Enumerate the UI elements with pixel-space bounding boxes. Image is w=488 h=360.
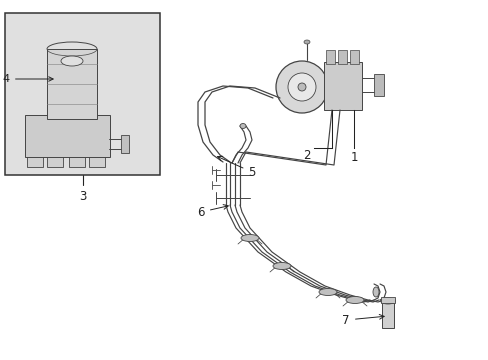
Bar: [69, 155, 85, 167]
Bar: [47, 49, 97, 119]
Bar: [25, 115, 110, 157]
Bar: [380, 297, 394, 303]
Bar: [27, 155, 43, 167]
Ellipse shape: [240, 123, 245, 129]
Ellipse shape: [346, 297, 363, 303]
Bar: [381, 302, 393, 328]
Text: 1: 1: [349, 151, 357, 164]
Ellipse shape: [372, 287, 378, 297]
Ellipse shape: [275, 61, 327, 113]
Text: 4: 4: [3, 74, 53, 84]
Ellipse shape: [380, 298, 395, 304]
Text: 2: 2: [303, 149, 310, 162]
Text: 5: 5: [217, 156, 255, 179]
Bar: [373, 74, 383, 96]
Bar: [349, 50, 358, 64]
Bar: [337, 50, 346, 64]
Text: 3: 3: [79, 190, 86, 203]
Bar: [325, 50, 334, 64]
Bar: [47, 155, 63, 167]
Ellipse shape: [318, 288, 336, 296]
Bar: [5, 13, 160, 175]
Bar: [324, 62, 361, 110]
Text: 7: 7: [342, 314, 384, 327]
Bar: [89, 155, 105, 167]
Ellipse shape: [297, 83, 305, 91]
Ellipse shape: [287, 73, 315, 101]
Ellipse shape: [304, 40, 309, 44]
Bar: [121, 135, 129, 153]
Bar: [5, 13, 160, 175]
Ellipse shape: [61, 56, 83, 66]
Ellipse shape: [241, 234, 259, 242]
Text: 6: 6: [197, 204, 228, 219]
Ellipse shape: [272, 262, 290, 270]
